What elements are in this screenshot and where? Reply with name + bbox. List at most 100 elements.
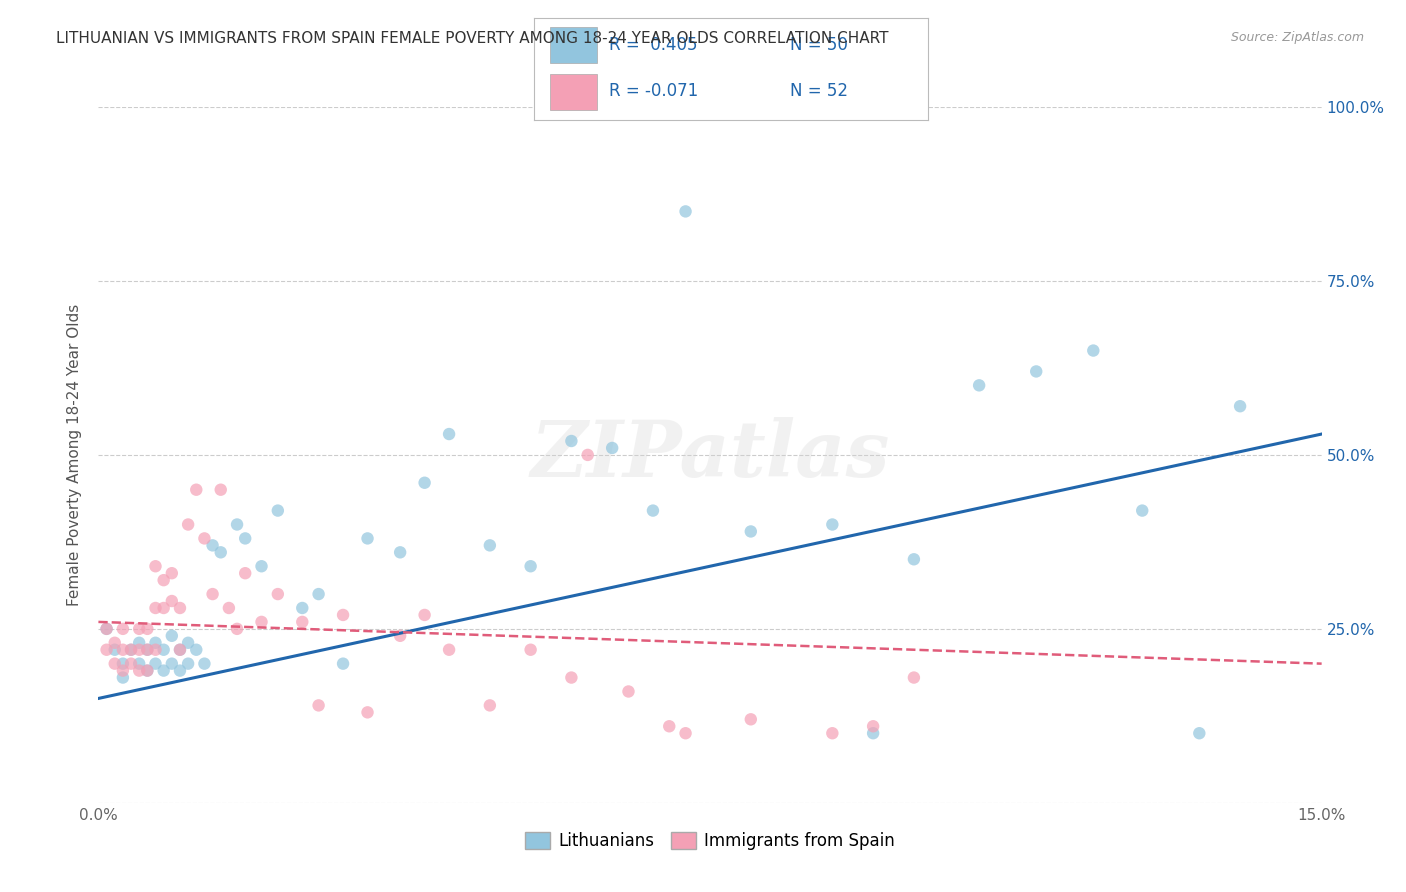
Point [218,601,240,615]
Point [111,657,134,671]
Point [1229,399,1251,413]
Point [1083,343,1105,358]
Point [128,636,150,650]
Point [177,517,200,532]
Point [821,726,844,740]
Text: ZIPatlas: ZIPatlas [530,417,890,493]
Point [226,517,249,532]
Point [437,642,460,657]
Y-axis label: Female Poverty Among 18-24 Year Olds: Female Poverty Among 18-24 Year Olds [67,304,83,606]
Point [186,642,208,657]
Point [1025,364,1047,378]
Point [1188,726,1211,740]
Point [96,622,118,636]
Point [145,601,167,615]
Point [152,664,174,678]
Point [519,642,541,657]
Point [356,532,378,546]
Point [209,545,232,559]
Point [169,601,191,615]
Point [356,706,378,720]
Point [967,378,990,392]
Point [128,657,150,671]
Point [136,642,159,657]
Point [111,664,134,678]
Point [128,664,150,678]
Point [177,657,200,671]
Point [160,566,183,581]
Point [160,657,183,671]
Point [821,517,844,532]
Point [233,566,256,581]
Point [389,629,412,643]
Point [675,726,697,740]
Point [128,622,150,636]
Point [136,664,159,678]
Point [136,642,159,657]
Point [862,726,884,740]
Point [413,475,436,490]
Point [617,684,640,698]
Point [1130,503,1153,517]
Point [96,642,118,657]
Point [332,607,354,622]
Point [332,657,354,671]
Point [136,622,159,636]
Point [186,483,208,497]
Bar [550,74,598,110]
Point [152,601,174,615]
Point [120,642,142,657]
Point [104,642,127,657]
Point [96,622,118,636]
Point [152,573,174,587]
Point [169,642,191,657]
Point [145,642,167,657]
Point [169,642,191,657]
Point [111,622,134,636]
Point [478,538,501,552]
Point [740,524,762,539]
Point [104,657,127,671]
Point [308,698,330,713]
Point [675,204,697,219]
Point [128,642,150,657]
Point [120,642,142,657]
Point [177,636,200,650]
Point [291,615,314,629]
Point [291,601,314,615]
Point [136,664,159,678]
Text: Source: ZipAtlas.com: Source: ZipAtlas.com [1230,31,1364,45]
Point [193,657,215,671]
Point [152,642,174,657]
Point [389,545,412,559]
Point [250,559,273,574]
Point [560,434,582,448]
Point [193,532,215,546]
Point [104,636,127,650]
Point [145,559,167,574]
Point [233,532,256,546]
Point [862,719,884,733]
Point [600,441,623,455]
Point [413,607,436,622]
Point [226,622,249,636]
Point [201,587,224,601]
Point [308,587,330,601]
Text: LITHUANIAN VS IMMIGRANTS FROM SPAIN FEMALE POVERTY AMONG 18-24 YEAR OLDS CORRELA: LITHUANIAN VS IMMIGRANTS FROM SPAIN FEMA… [56,31,889,46]
Point [120,657,142,671]
Point [209,483,232,497]
Text: N = 50: N = 50 [790,36,848,54]
Point [437,427,460,442]
Bar [550,27,598,63]
Text: R = -0.071: R = -0.071 [609,82,699,100]
Point [145,657,167,671]
Point [903,671,925,685]
Point [658,719,681,733]
Point [641,503,664,517]
Point [201,538,224,552]
Legend: Lithuanians, Immigrants from Spain: Lithuanians, Immigrants from Spain [519,826,901,857]
Point [169,664,191,678]
Point [478,698,501,713]
Point [145,636,167,650]
Point [267,587,290,601]
